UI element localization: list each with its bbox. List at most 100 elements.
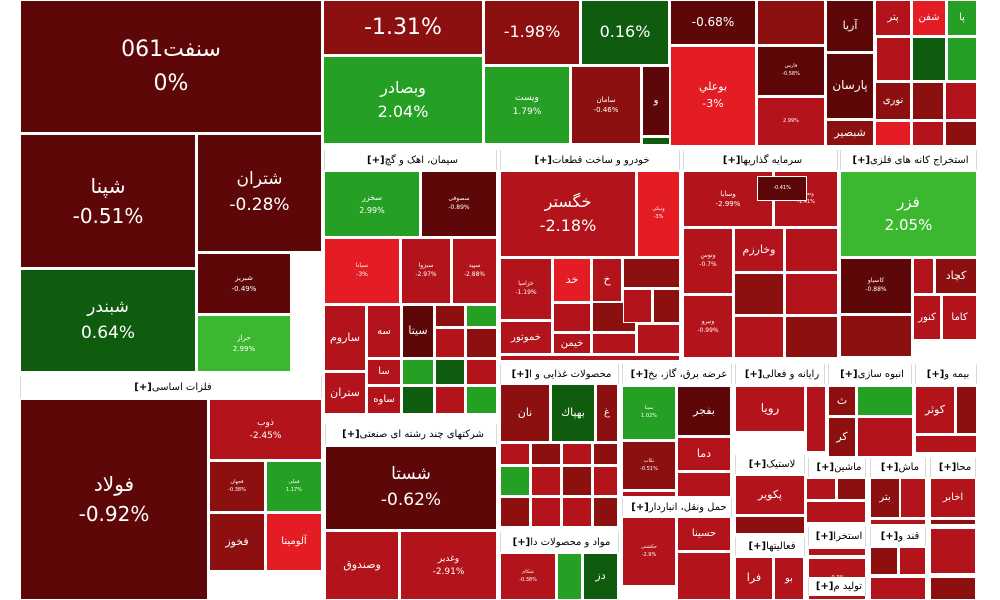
sector-header[interactable]: قند و [+] [870,527,926,546]
sector-header[interactable]: فلزات اساسی [+] [20,376,322,398]
stock-tile[interactable]: وتوس -0.7% [683,228,733,294]
stock-tile[interactable]: سبزوا -2.97% [401,238,451,304]
stock-tile[interactable]: شستا -0.62% [325,446,497,530]
stock-tile[interactable]: وخارزم [734,228,784,272]
stock-tile[interactable] [915,435,977,453]
stock-tile[interactable]: شتران -0.28% [197,134,322,252]
stock-tile[interactable]: -0.41% [757,176,807,201]
stock-tile[interactable]: کر [828,417,856,457]
stock-tile[interactable] [785,228,838,272]
stock-tile[interactable] [500,443,530,465]
stock-tile[interactable] [912,37,946,81]
stock-tile[interactable] [806,386,826,452]
stock-tile[interactable]: -1.31% [323,0,483,55]
stock-tile[interactable] [562,497,592,527]
sector-header[interactable]: محصولات غذایی و ا [+] [500,364,619,384]
stock-tile[interactable] [785,273,838,315]
expand-sector-icon[interactable]: [+] [815,581,834,592]
stock-tile[interactable]: ث [828,386,856,416]
expand-sector-icon[interactable]: [+] [722,154,741,166]
stock-tile[interactable]: کچاد [935,258,977,294]
expand-sector-icon[interactable]: [+] [748,541,767,552]
stock-tile[interactable]: پارسان [826,53,874,119]
stock-tile[interactable]: رویا [735,386,805,432]
expand-sector-icon[interactable]: [+] [630,368,649,380]
stock-tile[interactable] [870,577,926,600]
expand-sector-icon[interactable]: [+] [631,501,649,513]
stock-tile[interactable] [785,316,838,358]
stock-tile[interactable]: وبصادر 2.04% [323,56,483,144]
stock-tile[interactable] [870,547,898,575]
stock-tile[interactable] [930,519,976,525]
stock-tile[interactable] [553,303,591,332]
stock-tile[interactable] [956,386,977,434]
stock-tile[interactable]: -0.68% [670,0,756,45]
stock-tile[interactable]: ستران [324,372,366,414]
stock-tile[interactable] [500,466,530,496]
stock-tile[interactable] [435,359,465,385]
stock-tile[interactable]: ونیکی -3% [637,171,680,257]
stock-tile[interactable]: فارس -0.58% [757,46,825,96]
stock-tile[interactable] [840,315,912,357]
sector-header[interactable]: ماشین [+] [808,458,866,477]
stock-tile[interactable] [562,466,592,496]
sector-header[interactable]: مواد و محصولات دا [+] [500,532,619,552]
stock-tile[interactable]: ویست 1.79% [484,66,570,144]
stock-tile[interactable]: خ [592,258,622,302]
stock-tile[interactable]: و [642,66,670,136]
stock-tile[interactable]: فولاد -0.92% [20,399,208,600]
expand-sector-icon[interactable]: [+] [367,154,385,166]
sector-header[interactable]: محا [+] [930,458,976,477]
stock-tile[interactable] [947,37,977,81]
stock-tile[interactable]: ذوب -2.45% [209,399,322,460]
stock-tile[interactable]: حکشتی -2.9% [622,517,676,586]
stock-tile[interactable]: آلومینا [266,513,322,571]
sector-header[interactable]: عرضه برق، گاز، بخ [+] [622,364,732,384]
stock-tile[interactable] [557,553,582,600]
stock-tile[interactable] [435,328,465,358]
stock-tile[interactable]: شبصير [826,120,874,146]
expand-sector-icon[interactable]: [+] [938,462,957,473]
stock-tile[interactable] [870,519,926,525]
stock-tile[interactable]: فملی 1.17% [266,461,322,512]
sector-header[interactable]: بیمه و [+] [915,364,977,384]
sector-header[interactable]: خودرو و ساخت قطعات [+] [500,150,680,170]
stock-tile[interactable] [930,577,976,600]
stock-tile[interactable] [757,0,825,45]
stock-tile[interactable] [466,386,497,414]
stock-tile[interactable] [808,548,866,556]
expand-sector-icon[interactable]: [+] [748,459,767,470]
expand-sector-icon[interactable]: [+] [926,368,945,380]
stock-tile[interactable] [500,355,680,361]
sector-header[interactable]: شرکتهای چند رشته ای صنعتی [+] [325,424,497,445]
expand-sector-icon[interactable]: [+] [852,154,871,166]
stock-tile[interactable]: سامان -0.46% [571,66,641,144]
stock-tile[interactable] [912,82,944,120]
expand-sector-icon[interactable]: [+] [880,531,899,542]
stock-tile[interactable]: شبندر 0.64% [20,269,196,372]
sector-header[interactable]: استخراج کانه های فلزی [+] [840,150,977,170]
stock-tile[interactable]: اخابر [930,478,976,518]
expand-sector-icon[interactable]: [+] [840,368,858,380]
stock-tile[interactable]: فزر 2.05% [840,171,977,257]
sector-header[interactable]: سیمان، اهک و گچ [+] [324,150,497,170]
stock-tile[interactable]: کوثر [915,386,955,434]
stock-tile[interactable]: بتر [870,478,900,518]
stock-tile[interactable]: خگستر -2.18% [500,171,636,257]
expand-sector-icon[interactable]: [+] [815,531,834,542]
stock-tile[interactable]: آریا [826,0,874,52]
stock-tile[interactable]: ونیرو -0.99% [683,295,733,358]
stock-tile[interactable]: بهپاك [551,384,595,442]
expand-sector-icon[interactable]: [+] [816,462,835,473]
stock-tile[interactable] [677,552,731,600]
stock-tile[interactable]: کنور [913,295,941,340]
stock-tile[interactable]: بکاب -0.51% [622,441,676,490]
stock-tile[interactable]: حسینا [677,517,731,551]
stock-tile[interactable] [837,478,866,500]
stock-tile[interactable]: خموتور [500,321,552,354]
stock-tile[interactable]: خیمن [553,333,591,354]
stock-tile[interactable]: کاسیاو -0.88% [840,258,912,314]
stock-tile[interactable]: پتر [875,0,911,36]
sector-header[interactable]: ماش [+] [870,458,926,477]
stock-tile[interactable] [623,289,652,323]
